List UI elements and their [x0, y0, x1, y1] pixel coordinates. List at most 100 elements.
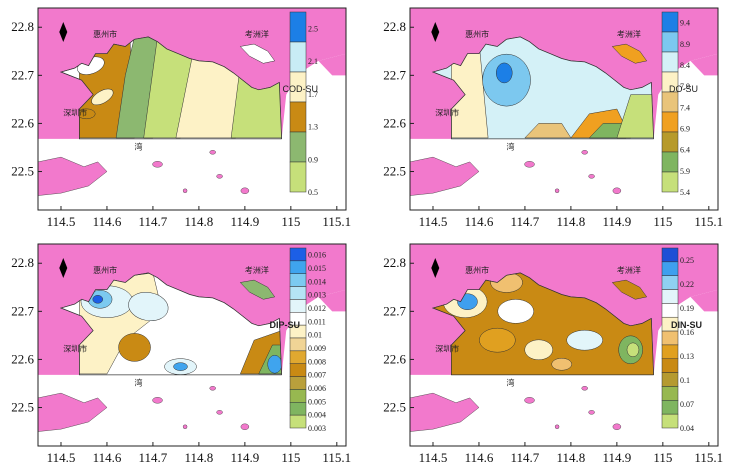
colorbar-swatch	[289, 101, 307, 133]
map-panel-din: 惠州市 考洲洋 深圳市湾 114.5 114.6 114.7 114.8 114.9 115 11…	[372, 236, 744, 472]
contour-region	[495, 62, 513, 84]
y-tick-label: 22.5	[11, 400, 34, 415]
island	[152, 397, 163, 404]
colorbar-label: 0.009	[308, 344, 326, 353]
contour-region	[91, 88, 114, 106]
island	[524, 397, 535, 404]
colorbar-label: 0.013	[308, 291, 326, 300]
x-tick-label: 114.7	[139, 450, 168, 465]
island	[554, 424, 560, 429]
island	[152, 161, 163, 168]
x-tick-label: 114.8	[557, 214, 586, 229]
y-tick-label: 22.5	[383, 400, 406, 415]
colorbar-label: 0.25	[680, 256, 694, 265]
southwest-peninsula	[409, 392, 480, 432]
map-frame	[409, 243, 719, 447]
colorbar-label: 0.01	[308, 331, 322, 340]
colorbar-swatch	[289, 350, 307, 364]
x-tick-label: 114.7	[139, 214, 168, 229]
place-shenzhen: 深圳市	[63, 107, 87, 117]
southwest-peninsula	[37, 156, 108, 196]
x-tick-label: 114.5	[47, 450, 76, 465]
colorbar-label: 2.1	[308, 57, 318, 66]
colorbar-label: 0.07	[680, 400, 694, 409]
colorbar-label: 5.9	[680, 167, 690, 176]
contour-region	[479, 327, 516, 353]
colorbar-swatch	[289, 376, 307, 390]
x-tick-label: 114.7	[511, 450, 540, 465]
place-huizhou: 惠州市	[465, 265, 489, 275]
island	[182, 424, 188, 429]
colorbar-label: 9.4	[680, 19, 690, 28]
colorbar-label: 0.007	[308, 371, 326, 380]
x-tick-label: 114.5	[419, 450, 448, 465]
colorbar-label: 7.4	[680, 103, 690, 112]
colorbar-label: 1.7	[308, 90, 318, 99]
map-frame	[409, 7, 719, 211]
contour-region	[626, 342, 640, 358]
colorbar-swatch	[289, 131, 307, 163]
colorbar-swatch	[289, 273, 307, 287]
map-frame	[37, 243, 347, 447]
kaozhouyang-lagoon	[611, 279, 648, 300]
colorbar-swatch	[661, 51, 679, 73]
y-tick-label: 22.6	[383, 351, 406, 366]
y-tick-label: 22.8	[383, 19, 406, 34]
east-peninsula	[690, 53, 718, 76]
island	[581, 386, 588, 391]
island	[182, 188, 188, 193]
colorbar-swatch	[289, 363, 307, 377]
colorbar-label: 0.005	[308, 397, 326, 406]
colorbar-swatch	[661, 91, 679, 113]
x-tick-label: 115.1	[694, 214, 723, 229]
x-tick-label: 114.6	[465, 450, 494, 465]
y-tick-label: 22.5	[11, 164, 34, 179]
colorbar-swatch	[289, 337, 307, 352]
contour-region	[173, 362, 188, 371]
coastline	[431, 272, 654, 376]
colorbar-title: COD-SU	[283, 84, 319, 94]
colorbar-swatch	[289, 414, 307, 429]
colorbar-label: 0.006	[308, 384, 326, 393]
colorbar-label: 0.008	[308, 357, 326, 366]
place-kaozhouyang: 考洲洋	[245, 265, 269, 275]
colorbar-label: 0.012	[308, 304, 326, 313]
colorbar-swatch	[661, 151, 679, 173]
coastline	[431, 36, 654, 140]
island	[216, 174, 223, 179]
colorbar-swatch	[289, 161, 307, 193]
open-sea	[410, 289, 718, 446]
contour-region	[118, 333, 151, 362]
x-tick-label: 114.8	[185, 214, 214, 229]
y-tick-label: 22.8	[11, 19, 34, 34]
island	[581, 150, 588, 155]
colorbar-label: 8.4	[680, 61, 690, 70]
island	[554, 188, 560, 193]
colorbar-swatch	[289, 402, 307, 416]
y-tick-label: 22.6	[383, 115, 406, 130]
colorbar-swatch	[661, 344, 679, 360]
colorbar-label: 6.9	[680, 124, 690, 133]
place-wan: 湾	[135, 141, 143, 151]
colorbar-label: 0.9	[308, 155, 318, 164]
southwest-peninsula	[409, 156, 480, 196]
island	[612, 187, 622, 194]
colorbar-swatch	[661, 372, 679, 387]
colorbar-label: 8.9	[680, 40, 690, 49]
colorbar-label: 0.13	[680, 352, 694, 361]
island	[588, 174, 595, 179]
place-kaozhouyang: 考洲洋	[245, 29, 269, 39]
open-sea	[38, 289, 346, 446]
x-tick-label: 114.9	[602, 450, 631, 465]
map-panel-cod: 惠州市 考洲洋 深圳市湾 114.5 114.6 114.7 114.8 114.9 115 11…	[0, 0, 372, 236]
colorbar-label: 0.016	[308, 251, 326, 260]
island	[240, 187, 250, 194]
contour-region	[497, 299, 534, 324]
colorbar-swatch	[661, 303, 679, 318]
colorbar-label: 0.003	[308, 424, 326, 433]
contour-band	[524, 123, 572, 139]
coastline	[59, 36, 282, 140]
